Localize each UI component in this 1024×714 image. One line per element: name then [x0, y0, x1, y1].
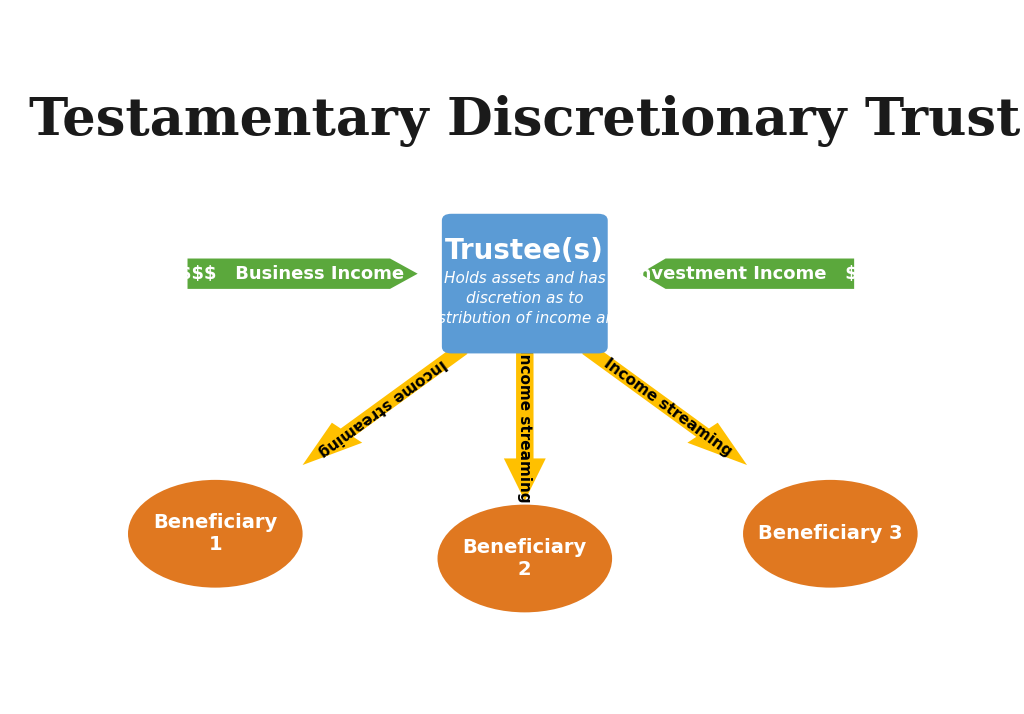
Text: Trustee(s): Trustee(s) [445, 237, 604, 265]
Text: $$$   Business Income: $$$ Business Income [179, 265, 404, 283]
Polygon shape [187, 258, 418, 289]
Polygon shape [582, 346, 748, 465]
Ellipse shape [128, 480, 303, 588]
Text: Income streaming: Income streaming [315, 356, 449, 459]
Polygon shape [303, 346, 468, 465]
Text: Investment Income   $$$: Investment Income $$$ [632, 265, 883, 283]
Polygon shape [640, 258, 854, 289]
Polygon shape [504, 350, 546, 501]
FancyBboxPatch shape [442, 213, 607, 353]
Text: Beneficiary
2: Beneficiary 2 [463, 538, 587, 579]
Text: Income streaming: Income streaming [601, 356, 734, 459]
Text: Beneficiary
1: Beneficiary 1 [154, 513, 278, 554]
Ellipse shape [743, 480, 918, 588]
Text: Holds assets and has
discretion as to
distribution of income and: Holds assets and has discretion as to di… [424, 271, 626, 326]
Ellipse shape [437, 505, 612, 613]
Text: Beneficiary 3: Beneficiary 3 [758, 524, 902, 543]
Text: Income streaming: Income streaming [517, 348, 532, 503]
Text: Testamentary Discretionary Trust: Testamentary Discretionary Trust [29, 96, 1021, 147]
